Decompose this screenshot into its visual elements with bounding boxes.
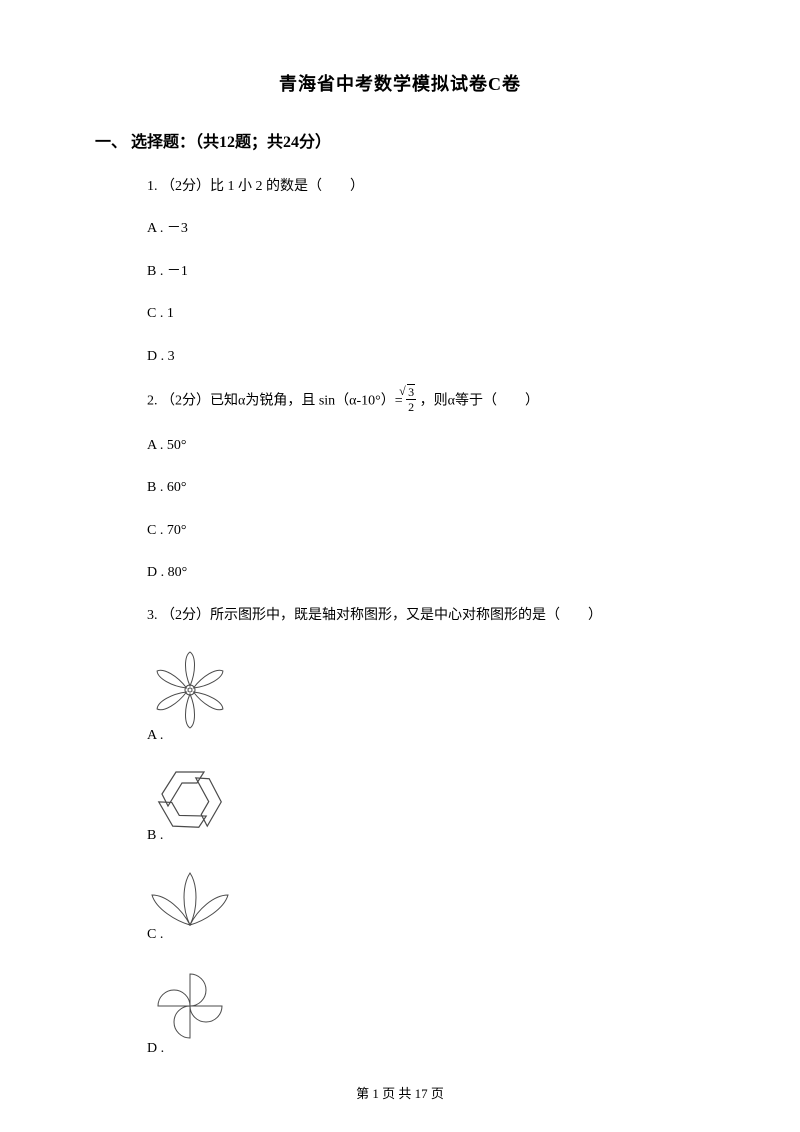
q2-frac-den: 2 [406,400,416,413]
q1-option-a: A . －3 [147,218,705,240]
q3-option-c [147,868,705,932]
section-header: 一、 选择题：（共12题；共24分） [95,128,705,152]
q3-option-a [147,647,705,733]
q1-option-d: D . 3 [147,346,705,368]
q2-fraction: 32 [406,386,416,413]
q1-stem: 1. （2分）比 1 小 2 的数是（ ） [147,176,705,198]
q1-option-c: C . 1 [147,303,705,325]
q2-stem-post: ，则α等于（ ） [416,394,539,409]
page-footer: 第 1 页 共 17 页 [0,1083,800,1102]
q3-stem: 3. （2分）所示图形中，既是轴对称图形，又是中心对称图形的是（ ） [147,605,705,627]
q3-option-d [147,966,705,1046]
q2-stem-pre: 2. （2分）已知α为锐角，且 sin（α-10°）= [147,394,406,409]
q2-option-c: C . 70° [147,520,705,542]
q3-option-b [147,767,705,833]
exam-title: 青海省中考数学模拟试卷C卷 [95,70,705,96]
q2-option-b: B . 60° [147,477,705,499]
q2-option-a: A . 50° [147,435,705,457]
hexagon-knot-icon [151,768,229,832]
q1-option-b: B . －1 [147,261,705,283]
q2-option-d: D . 80° [147,562,705,584]
lotus-icon [148,871,232,929]
flower-icon [149,649,231,731]
q2-stem: 2. （2分）已知α为锐角，且 sin（α-10°）= 32 ，则α等于（ ） [147,388,705,415]
q2-frac-num: 3 [407,384,415,399]
pinwheel-icon [150,966,230,1046]
